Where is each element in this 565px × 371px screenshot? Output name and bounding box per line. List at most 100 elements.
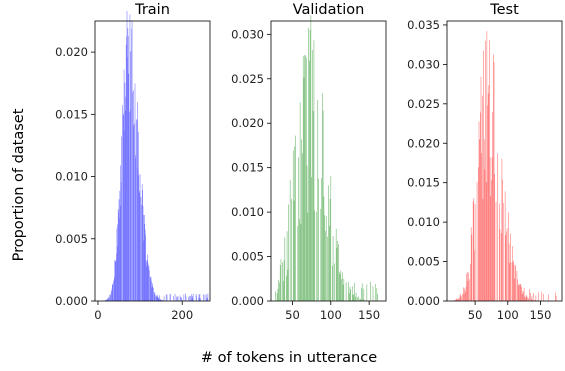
histogram-bar bbox=[520, 284, 522, 301]
histogram-bar bbox=[487, 105, 488, 301]
histogram-bar bbox=[309, 29, 311, 301]
axes-frame bbox=[94, 20, 211, 302]
histogram-bar bbox=[311, 177, 312, 301]
histogram-bar bbox=[131, 28, 132, 302]
histogram-bar bbox=[341, 279, 342, 301]
panel-test: Test 0.000 0.005 0.010 0.015 0.020 0.025 0.030 0… bbox=[407, 2, 563, 322]
histogram-bar bbox=[117, 224, 118, 301]
histogram-bar bbox=[132, 92, 133, 301]
histogram-bar bbox=[160, 300, 162, 301]
histogram-bar bbox=[509, 262, 511, 301]
histogram-bar bbox=[155, 296, 156, 301]
histogram-bar bbox=[114, 277, 115, 301]
histogram-bar bbox=[299, 102, 301, 302]
histogram-bar bbox=[363, 288, 365, 301]
histogram-bar bbox=[293, 200, 295, 301]
histogram-bar bbox=[305, 55, 306, 302]
x-tick-label: 50 bbox=[468, 308, 483, 322]
histogram-bar bbox=[532, 300, 533, 301]
histogram-bar bbox=[137, 102, 138, 302]
histogram-bar bbox=[470, 227, 472, 301]
histogram-bar bbox=[135, 154, 136, 301]
histogram-bar bbox=[115, 259, 117, 301]
histogram-bar bbox=[482, 199, 484, 301]
histogram-bar bbox=[514, 264, 516, 301]
histogram-bar bbox=[153, 287, 154, 301]
histogram-bar bbox=[134, 83, 136, 302]
histogram-bar bbox=[325, 231, 326, 301]
panel-title: Train bbox=[134, 2, 170, 18]
histogram-bar bbox=[481, 153, 482, 301]
histogram-bar bbox=[470, 264, 471, 301]
histogram-bar bbox=[547, 294, 549, 301]
histogram-bar bbox=[307, 212, 309, 301]
histogram-bar bbox=[157, 297, 159, 301]
y-tick-label: 0.025 bbox=[231, 72, 264, 86]
histogram-bar bbox=[366, 284, 368, 301]
histogram-bar bbox=[523, 287, 525, 301]
histogram-bar bbox=[304, 55, 306, 301]
histogram-bar bbox=[312, 50, 313, 301]
histogram-bar bbox=[555, 292, 556, 301]
histogram-bar bbox=[457, 299, 458, 301]
histogram-bar bbox=[543, 293, 544, 301]
histogram-bar bbox=[105, 299, 107, 301]
histogram-bar bbox=[133, 90, 134, 302]
histogram-bar bbox=[118, 199, 120, 301]
histogram-bar bbox=[538, 292, 539, 301]
histogram-bar bbox=[329, 199, 331, 301]
histogram-bar bbox=[173, 295, 174, 301]
histogram-bar bbox=[334, 263, 335, 301]
histogram-bar bbox=[485, 40, 486, 301]
histogram-bar bbox=[531, 296, 533, 301]
histogram-bar bbox=[159, 295, 160, 301]
histogram-bar bbox=[150, 277, 152, 301]
histogram-bar bbox=[473, 198, 475, 301]
y-tick-label: 0.025 bbox=[407, 97, 440, 111]
histogram-bar bbox=[320, 208, 322, 301]
histogram-bar bbox=[328, 185, 329, 301]
histogram-bar bbox=[514, 278, 515, 301]
histogram-bar bbox=[480, 112, 481, 301]
histogram-bar bbox=[183, 294, 185, 301]
histogram-bar bbox=[191, 294, 192, 301]
histogram-bar bbox=[142, 189, 143, 301]
histogram-bar bbox=[455, 299, 457, 301]
histogram-bar bbox=[286, 275, 287, 301]
histogram-bar bbox=[111, 289, 113, 301]
x-tick-label: 150 bbox=[529, 308, 551, 322]
histogram-bar bbox=[119, 205, 121, 301]
histogram-bar bbox=[116, 253, 117, 301]
histogram-bar bbox=[372, 286, 374, 301]
y-tick-label: 0.015 bbox=[231, 161, 264, 175]
histogram-bar bbox=[492, 111, 494, 301]
histogram-bar bbox=[497, 153, 498, 301]
histogram-bar bbox=[359, 298, 361, 301]
histogram-bar bbox=[498, 203, 500, 301]
histogram-bar bbox=[515, 265, 516, 301]
histogram-bar bbox=[338, 271, 340, 301]
histogram-bar bbox=[157, 295, 158, 301]
histogram-bar bbox=[460, 293, 462, 301]
histogram-bar bbox=[163, 296, 165, 301]
histogram-bar bbox=[188, 296, 189, 301]
histogram-bar bbox=[123, 69, 125, 301]
histogram-bar bbox=[157, 296, 159, 301]
histogram-bar bbox=[513, 260, 514, 301]
histogram-bar bbox=[195, 293, 197, 301]
histogram-bar bbox=[126, 36, 127, 301]
histogram-bar bbox=[144, 224, 146, 301]
x-tick-label: 50 bbox=[285, 308, 300, 322]
histogram-bar bbox=[203, 294, 204, 301]
y-tick-label: 0.015 bbox=[55, 107, 88, 121]
histogram-bar bbox=[179, 295, 181, 301]
histogram-bar bbox=[161, 299, 163, 301]
histogram-bar bbox=[140, 197, 142, 301]
histogram-bar bbox=[108, 297, 109, 301]
histogram-bar bbox=[111, 284, 113, 301]
histogram-bar bbox=[459, 298, 460, 301]
histogram-bar bbox=[519, 284, 520, 301]
histogram-bar bbox=[170, 294, 171, 301]
y-tick-label: 0.010 bbox=[231, 205, 264, 219]
histogram-bar bbox=[376, 288, 378, 301]
